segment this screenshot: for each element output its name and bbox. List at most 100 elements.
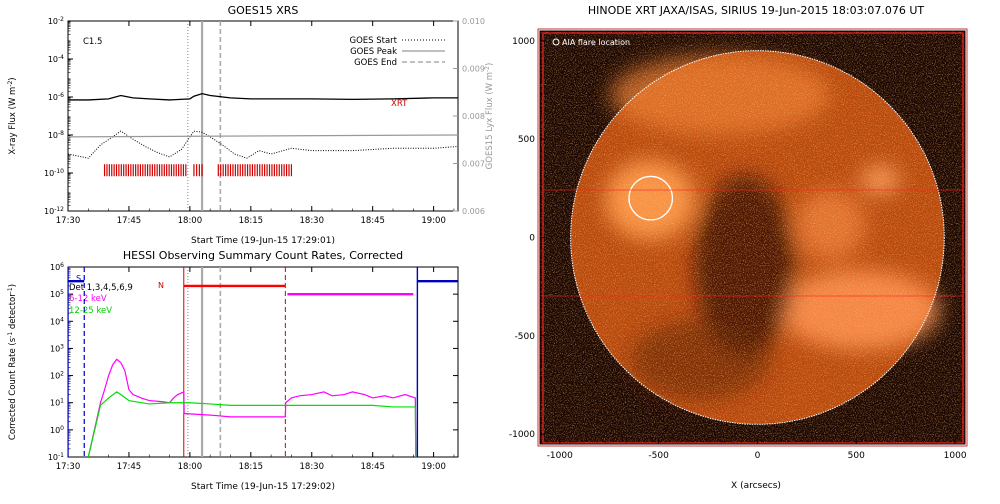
xrt-title: HINODE XRT JAXA/ISAS, SIRIUS 19-Jun-2015…: [588, 4, 925, 17]
hessi-y-tick-base: 10: [50, 426, 60, 435]
legend-label-goes-start: GOES Start: [349, 36, 397, 46]
hessi-y-tick-exp: 4: [60, 316, 64, 323]
hessi-y-tick-base: 10: [50, 372, 60, 381]
goes-xlabel: Start Time (19-Jun-15 17:29:01): [191, 236, 335, 246]
hessi-y-tick-exp: 3: [60, 343, 64, 350]
goes-x-tick-label: 18:15: [239, 216, 264, 226]
xrt-x-tick-label: -1000: [547, 451, 573, 461]
hessi-x-tick-label: 18:30: [300, 462, 325, 472]
hessi-legend-12-25kev: 12-25 keV: [69, 306, 112, 316]
hessi-x-tick-label: 17:30: [56, 462, 81, 472]
goes-y-tick-base: 10: [48, 17, 58, 26]
hessi-x-tick-label: 18:45: [360, 462, 385, 472]
goes-y-tick-base: 10: [48, 55, 58, 64]
hessi-flag-label-saa: S: [76, 274, 81, 283]
hessi-y-tick-exp: 5: [60, 289, 64, 296]
xrt-annotation-marker: [552, 38, 560, 46]
goes-y-tick-exp: -10: [54, 168, 64, 175]
hessi-ylabel-end: ): [8, 284, 18, 287]
xrt-solar-limb: [570, 50, 945, 425]
hessi-flag-label-night: N: [158, 281, 164, 290]
xrt-axes: -1000 -500 0 500 1000 1000 500 0 -500 -1000: [509, 37, 967, 461]
goes-y2-tick-label: 0.009: [462, 65, 485, 74]
xrt-y-tick-label: -500: [515, 332, 536, 342]
hessi-y-tick-label: 104: [50, 316, 64, 327]
hessi-title: HESSI Observing Summary Count Rates, Cor…: [123, 249, 403, 262]
hessi-series-group: [68, 267, 458, 457]
goes-x-tick-label: 17:45: [117, 216, 142, 226]
xrt-x-tick-label: 0: [755, 451, 761, 461]
hessi-y-tick-label: 105: [50, 289, 64, 300]
goes-ylabel-sup: -2: [7, 80, 14, 86]
goes-y2label-end: ): [485, 63, 495, 66]
goes-y-tick-exp: -12: [54, 206, 64, 213]
goes-y-tick-label: 10-2: [48, 16, 64, 27]
hessi-y-tick-label: 100: [50, 424, 64, 435]
hessi-series-12-25-kev: [87, 391, 417, 457]
hessi-y-tick-base: 10: [48, 453, 58, 462]
hessi-y-tick-exp: 1: [60, 397, 64, 404]
goes-series-group: [68, 92, 458, 159]
hessi-y-tick-label: 101: [50, 397, 64, 408]
xrt-image-noise: [540, 31, 965, 444]
goes-x-tick-label: 18:00: [178, 216, 203, 226]
goes-y-tick-label: 10-8: [48, 130, 64, 141]
chart-marks: 17:30 17:45 18:00 18:15 18:30 18:45 19:0010-12…: [44, 16, 967, 473]
hessi-y-tick-base: 10: [50, 263, 60, 272]
goes-axes: 17:30 17:45 18:00 18:15 18:30 18:45 19:0010-12…: [44, 16, 485, 227]
hessi-ylabel-sup: -1: [7, 332, 14, 338]
goes-y-tick-exp: -2: [58, 16, 64, 23]
goes-x-tick-label: 18:45: [360, 216, 385, 226]
xrt-image: [540, 31, 965, 444]
goes-y-tick-exp: -6: [58, 92, 64, 99]
goes-x-tick-label: 18:30: [300, 216, 325, 226]
hessi-x-tick-label: 18:15: [239, 462, 264, 472]
xrt-annotation: AIA flare location: [562, 38, 630, 47]
xrt-y-tick-label: 500: [518, 135, 535, 145]
hessi-ylabel-main: Corrected Count Rate (s: [8, 337, 18, 440]
hessi-y-tick-label: 10-1: [48, 452, 64, 463]
legend-label-goes-end: GOES End: [354, 58, 397, 68]
goes-y-tick-base: 10: [48, 93, 58, 102]
hessi-x-tick-label: 18:00: [178, 462, 203, 472]
legend-label-goes-peak: GOES Peak: [350, 47, 397, 57]
hessi-goes-markers: [187, 267, 222, 457]
xrt-x-tick-label: 1000: [944, 451, 967, 461]
hessi-x-tick-label: 19:00: [421, 462, 446, 472]
goes-plot-frame: [67, 20, 459, 212]
goes-ylabel-main: X-ray Flux (W m: [8, 87, 18, 155]
goes-y-tick-base: 10: [44, 169, 54, 178]
goes-y2label-sup: -2: [484, 66, 491, 72]
hessi-y-tick-exp: -1: [58, 452, 64, 459]
xrt-y-tick-label: 1000: [512, 37, 535, 47]
goes-x-tick-label: 19:00: [421, 216, 446, 226]
hessi-legend-6-12kev: 6-12 keV: [69, 294, 107, 304]
goes-title: GOES15 XRS: [228, 4, 299, 17]
goes-xrt-label: XRT: [391, 99, 408, 109]
hessi-plot-frame: [67, 266, 459, 458]
xrt-x-tick-label: -500: [648, 451, 669, 461]
goes-y2label-main: GOES15 Lyx Flux (W m: [485, 72, 495, 169]
hessi-xlabel: Start Time (19-Jun-15 17:29:02): [191, 482, 335, 492]
hessi-ylabel-mid: detector: [8, 293, 18, 332]
hessi-panel: HESSI Observing Summary Count Rates, Cor…: [7, 249, 459, 492]
hessi-legend-detectors: Det 1,3,4,5,6,9: [69, 283, 133, 293]
hessi-ylabel-sup2: -1: [7, 287, 14, 293]
goes-x-tick-label: 17:30: [56, 216, 81, 226]
goes-y-tick-label: 10-4: [48, 54, 64, 65]
xrt-outer-frame: [537, 28, 968, 447]
goes-ylabel: X-ray Flux (W m-2): [7, 77, 19, 154]
goes-y2label: GOES15 Lyx Flux (W m-2): [484, 63, 496, 170]
hessi-y-tick-exp: 2: [60, 370, 64, 377]
goes-y-tick-label: 10-6: [48, 92, 64, 103]
xrt-xlabel: X (arcsecs): [731, 481, 781, 491]
hessi-y-tick-base: 10: [50, 399, 60, 408]
goes-y-tick-exp: -4: [58, 54, 64, 61]
goes-class-label: C1.5: [83, 37, 102, 47]
goes-y-tick-label: 10-12: [44, 206, 64, 217]
hessi-y-tick-label: 102: [50, 370, 64, 381]
hessi-y-tick-label: 103: [50, 343, 64, 354]
goes-y-tick-base: 10: [48, 131, 58, 140]
xrt-y-tick-label: 0: [529, 234, 535, 244]
